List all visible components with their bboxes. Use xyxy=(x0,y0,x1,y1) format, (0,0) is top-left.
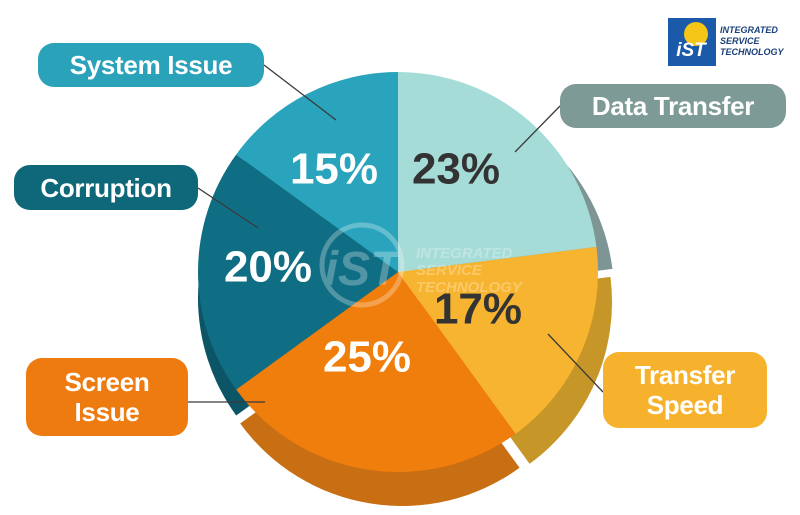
leader-line-corruption xyxy=(197,187,259,229)
watermark-line-1: SERVICE xyxy=(416,262,483,279)
watermark-line-2: TECHNOLOGY xyxy=(416,279,524,296)
value-label-data-transfer: 23% xyxy=(412,145,500,194)
logo-text: iST xyxy=(676,40,707,61)
logo-line-2: TECHNOLOGY xyxy=(720,47,784,57)
logo-line-0: INTEGRATED xyxy=(720,25,778,35)
slice-data-transfer xyxy=(398,72,597,272)
callout-corruption: Corruption xyxy=(14,165,198,210)
watermark-logo-text: iST xyxy=(325,243,403,296)
leader-line-transfer-speed xyxy=(547,333,604,393)
value-label-corruption: 20% xyxy=(224,243,312,292)
slice-system-issue xyxy=(236,72,398,272)
callout-system-issue: System Issue xyxy=(38,43,264,87)
value-label-system-issue: 15% xyxy=(290,145,378,194)
value-label-transfer-speed: 17% xyxy=(434,285,522,334)
leader-lines-layer xyxy=(188,64,604,403)
value-label-screen-issue: 25% xyxy=(323,333,411,382)
watermark-line-0: INTEGRATED xyxy=(416,245,513,262)
leader-line-data-transfer xyxy=(514,105,561,153)
logo-line-1: SERVICE xyxy=(720,36,761,46)
pie-slices-layer xyxy=(198,72,598,472)
callout-screen-issue: Screen Issue xyxy=(26,358,188,436)
slice-corruption xyxy=(198,154,398,390)
callout-transfer-speed: Transfer Speed xyxy=(603,352,767,428)
callout-data-transfer: Data Transfer xyxy=(560,84,786,128)
value-labels-layer: 23% 17% 25%20% 15% xyxy=(224,145,522,382)
watermark-emblem xyxy=(319,222,405,308)
slice-screen-issue xyxy=(236,272,516,472)
leader-line-system-issue xyxy=(263,64,337,121)
slice-transfer-speed xyxy=(398,246,598,434)
logo-sun-icon xyxy=(684,22,708,46)
